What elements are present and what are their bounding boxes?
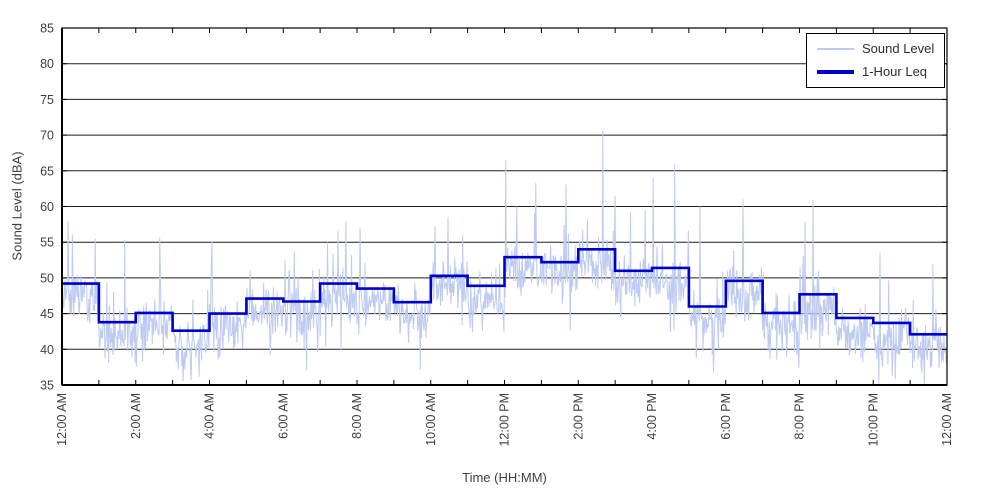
y-tick-label: 65 (40, 164, 54, 178)
x-tick-label: 2:00 AM (129, 393, 143, 439)
y-tick-label: 50 (40, 271, 54, 285)
y-tick-label: 70 (40, 129, 54, 143)
legend-label-leq: 1-Hour Leq (862, 64, 928, 79)
y-tick-label: 85 (40, 22, 54, 36)
y-tick-label: 45 (40, 307, 54, 321)
legend-entry-leq: 1-Hour Leq (817, 64, 938, 79)
leq-step-line (62, 248, 947, 336)
y-tick-label: 35 (40, 379, 54, 393)
x-tick-label: 6:00 AM (276, 393, 290, 439)
legend-label-sound-level: Sound Level (862, 41, 935, 56)
x-tick-label: 6:00 PM (719, 393, 733, 440)
x-tick-label: 4:00 AM (203, 393, 217, 439)
leq-line-swatch (817, 69, 854, 74)
x-tick-label: 12:00 PM (498, 393, 512, 447)
y-tick-label: 80 (40, 57, 54, 71)
x-tick-label: 10:00 PM (866, 393, 880, 447)
y-axis-title: Sound Level (dBA) (9, 151, 25, 261)
x-tick-label: 12:00 AM (55, 393, 69, 446)
x-tick-label: 2:00 PM (571, 393, 585, 440)
x-tick-label: 4:00 PM (645, 393, 659, 440)
legend: Sound Level 1-Hour Leq (806, 33, 945, 88)
x-tick-label: 12:00 AM (940, 393, 954, 446)
y-tick-label: 75 (40, 93, 54, 107)
x-axis-title: Time (HH:MM) (462, 470, 547, 485)
sound-level-trace (61, 130, 947, 384)
y-tick-label: 55 (40, 236, 54, 250)
legend-entry-sound-level: Sound Level (817, 41, 938, 56)
x-tick-label: 8:00 PM (793, 393, 807, 440)
sound-level-line-swatch (817, 47, 854, 50)
y-tick-label: 40 (40, 343, 54, 357)
x-tick-label: 10:00 AM (424, 393, 438, 446)
x-tick-label: 8:00 AM (350, 393, 364, 439)
y-tick-label: 60 (40, 200, 54, 214)
